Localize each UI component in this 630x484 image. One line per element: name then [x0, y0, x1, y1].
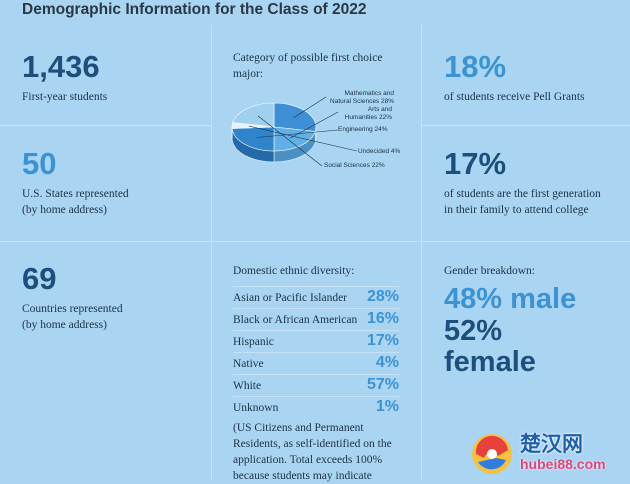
ethnic-row: Black or African American 16%: [233, 308, 399, 331]
pell-grant-label: of students receive Pell Grants: [444, 89, 585, 105]
major-chart-title: Category of possible first choice major:: [233, 50, 408, 82]
ethnic-row-label: Native: [233, 358, 264, 370]
row-divider: [421, 125, 630, 126]
pie-slice-side: [274, 131, 315, 162]
pie-leader-line: [257, 130, 338, 137]
row-divider: [0, 241, 630, 242]
watermark: 楚汉网 hubei88.com: [468, 428, 628, 480]
pie-leader-line: [258, 116, 322, 166]
gender-female: 52% female: [444, 316, 624, 378]
states-count: 50: [22, 147, 56, 181]
row-divider: [0, 125, 211, 126]
pie-label-undecided: Undecided 4%: [358, 148, 400, 156]
countries-count: 69: [22, 262, 56, 296]
page-title: Demographic Information for the Class of…: [22, 0, 367, 20]
ethnic-row-label: White: [233, 380, 261, 392]
pie-leader-line: [290, 112, 338, 138]
first-gen-label: of students are the first generation in …: [444, 186, 601, 218]
watermark-url: hubei88.com: [520, 456, 606, 472]
column-divider: [211, 25, 212, 480]
pell-grant-percent: 18%: [444, 50, 506, 84]
pie-label-social: Social Sciences 22%: [324, 162, 385, 170]
watermark-logo-icon: [468, 430, 516, 478]
gender-title: Gender breakdown:: [444, 265, 535, 277]
pie-slice: [233, 103, 274, 127]
ethnic-row-label: Black or African American: [233, 314, 357, 326]
first-year-count: 1,436: [22, 50, 100, 84]
ethnic-row: Hispanic 17%: [233, 330, 399, 353]
gender-male: 48% male: [444, 284, 624, 315]
pie-label-engineering: Engineering 24%: [338, 126, 388, 134]
ethnic-note: (US Citizens and Permanent Residents, as…: [233, 420, 405, 484]
ethnic-row: Unknown 1%: [233, 396, 399, 419]
ethnic-row-percent: 57%: [367, 376, 399, 394]
ethnic-row-percent: 1%: [376, 398, 399, 416]
pie-slice: [274, 127, 315, 151]
ethnic-row: Asian or Pacific Islander 28%: [233, 286, 399, 309]
pie-slice: [232, 127, 274, 151]
ethnic-row-percent: 28%: [367, 288, 399, 306]
first-gen-percent: 17%: [444, 147, 506, 181]
pie-slice-side: [315, 127, 316, 142]
ethnic-row-percent: 17%: [367, 332, 399, 350]
ethnic-diversity-title: Domestic ethnic diversity:: [233, 265, 354, 277]
watermark-chinese: 楚汉网: [520, 428, 583, 458]
pie-leader-line: [293, 97, 326, 118]
pie-slice-side: [232, 129, 274, 162]
ethnic-row-percent: 16%: [367, 310, 399, 328]
pie-label-math: Mathematics and Natural Sciences 28%: [324, 90, 394, 106]
column-divider: [421, 25, 422, 480]
states-label: U.S. States represented (by home address…: [22, 186, 129, 218]
first-year-label: First-year students: [22, 89, 107, 105]
pie-slice: [232, 123, 274, 129]
ethnic-row: White 57%: [233, 374, 399, 397]
ethnic-row: Native 4%: [233, 352, 399, 375]
countries-label: Countries represented (by home address): [22, 301, 123, 333]
pie-label-arts: Arts and Humanities 22%: [340, 106, 392, 122]
ethnic-row-label: Hispanic: [233, 336, 274, 348]
pie-slice: [274, 103, 316, 131]
ethnic-row-label: Unknown: [233, 402, 278, 414]
ethnic-row-label: Asian or Pacific Islander: [233, 292, 347, 304]
ethnic-row-percent: 4%: [376, 354, 399, 372]
